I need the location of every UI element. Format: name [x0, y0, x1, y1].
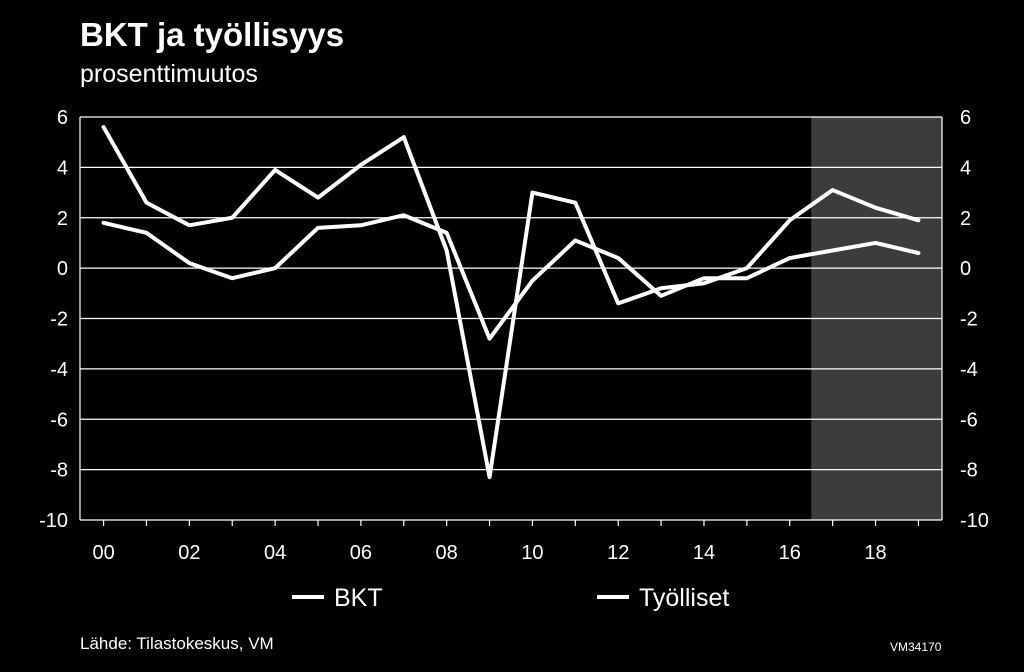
y-tick-label-left: -8 — [50, 460, 68, 482]
chart-subtitle: prosenttimuutos — [80, 60, 258, 88]
y-tick-label-right: -6 — [960, 409, 978, 431]
series-line-tyolliset — [101, 213, 921, 341]
x-tick-label: 06 — [350, 542, 372, 564]
legend-label-tyolliset: Työlliset — [639, 584, 729, 612]
y-tick-label-right: 6 — [960, 107, 971, 129]
y-tick-label-left: 0 — [57, 258, 68, 280]
y-tick-label-right: -8 — [960, 460, 978, 482]
chart-code: VM34170 — [890, 640, 942, 654]
x-tick-label: 10 — [521, 542, 543, 564]
x-tick-label: 04 — [264, 542, 286, 564]
series-line-bkt — [101, 125, 921, 480]
x-tick-label: 12 — [607, 542, 629, 564]
chart-title: BKT ja työllisyys — [80, 16, 345, 53]
x-tick-label: 18 — [864, 542, 886, 564]
y-tick-label-right: 4 — [960, 157, 971, 179]
x-tick-label: 08 — [436, 542, 458, 564]
x-tick-label: 16 — [779, 542, 801, 564]
source-note: Lähde: Tilastokeskus, VM — [80, 634, 274, 653]
y-tick-label-right: -10 — [960, 510, 989, 532]
y-tick-label-left: -6 — [50, 409, 68, 431]
y-tick-label-left: 6 — [57, 107, 68, 129]
y-tick-label-left: 2 — [57, 208, 68, 230]
y-tick-label-right: -4 — [960, 359, 978, 381]
y-tick-label-left: -10 — [39, 510, 68, 532]
y-tick-label-left: -4 — [50, 359, 68, 381]
legend-label-bkt: BKT — [334, 584, 383, 612]
y-tick-label-right: -2 — [960, 309, 978, 331]
y-tick-label-left: -2 — [50, 309, 68, 331]
x-tick-label: 14 — [693, 542, 715, 564]
y-tick-label-right: 0 — [960, 258, 971, 280]
y-tick-label-right: 2 — [960, 208, 971, 230]
x-tick-label: 02 — [178, 542, 200, 564]
x-tick-label: 00 — [92, 542, 114, 564]
y-tick-label-left: 4 — [57, 157, 68, 179]
